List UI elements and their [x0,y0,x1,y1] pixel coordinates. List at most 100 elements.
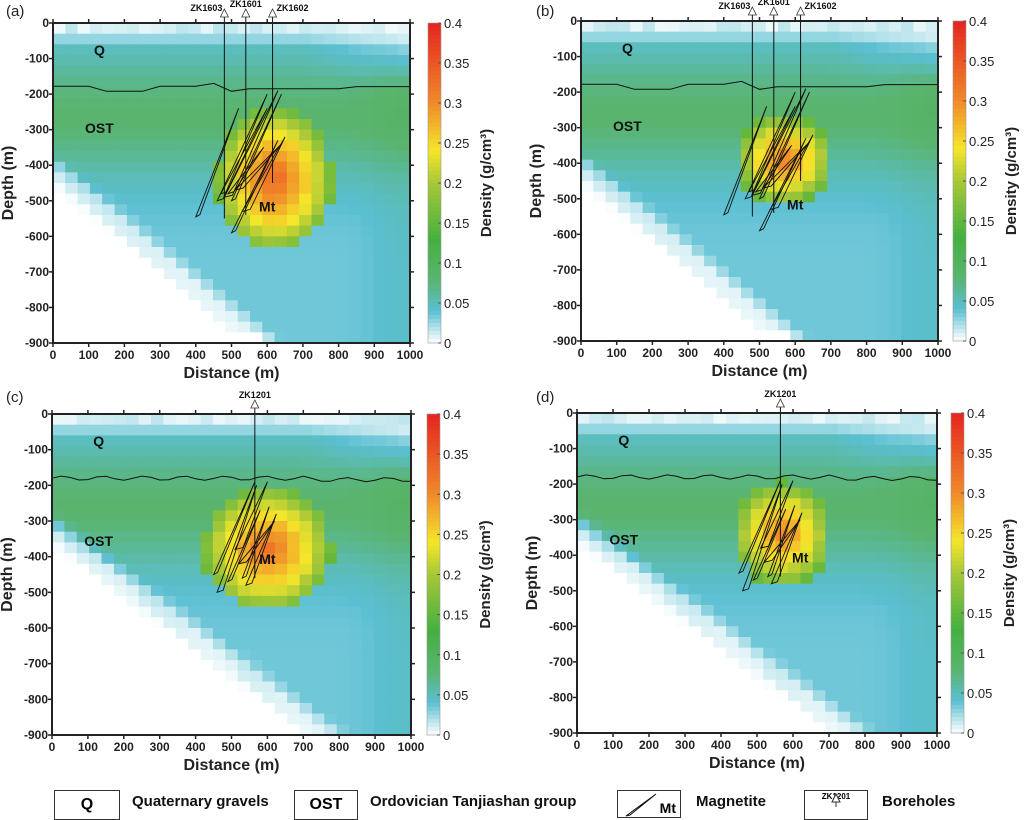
density-cell [163,268,177,280]
density-cell [225,660,239,672]
density-cell [679,181,693,193]
x-tick-label: 900 [891,738,911,752]
density-cell [175,574,189,586]
colorbar-segment [427,422,440,427]
density-cell [323,87,337,99]
density-cell [676,626,690,638]
density-cell [667,255,681,267]
density-cell [397,33,411,45]
density-cell [912,509,926,521]
density-cell [593,85,607,97]
density-cell [262,321,276,333]
density-cell [642,298,656,310]
density-cell [750,669,764,681]
density-cell [65,321,79,333]
density-cell [237,467,251,479]
density-cell [89,300,103,312]
colorbar-segment [953,273,966,278]
density-cell [888,191,902,203]
density-cell [76,488,90,501]
density-cell [323,193,337,205]
colorbar-segment [951,481,964,486]
colorbar-segment [427,698,440,704]
density-cell [581,159,594,171]
colorbar-segment [953,333,966,338]
density-cell [212,563,226,576]
y-tick-label: -600 [25,229,49,243]
density-cell [753,149,767,161]
density-cell [614,562,628,574]
density-cell [577,487,590,499]
density-cell [704,245,717,257]
x-tick-label: 700 [821,346,841,360]
density-cell [839,106,853,118]
density-cell [726,423,739,435]
density-cell [676,413,690,425]
density-cell [750,637,764,649]
density-cell [361,553,375,565]
density-cell [688,551,702,563]
colorbar-tick-label: 0.3 [444,96,462,111]
density-cell [726,605,739,617]
density-cell [77,236,91,248]
density-cell [778,287,791,299]
magnetite-lens [747,106,796,193]
density-cell [286,44,300,56]
density-cell [213,44,226,56]
density-cell [778,106,791,118]
density-cell [864,298,877,310]
density-cell [397,311,411,323]
density-cell [851,298,865,310]
density-cell [814,309,828,321]
colorbar-segment [953,145,966,150]
colorbar-segment [951,425,964,430]
density-cell [605,117,619,129]
density-cell [862,562,876,574]
density-cell [311,311,325,323]
density-cell [750,477,764,489]
density-cell [837,551,851,563]
density-cell [802,202,816,214]
density-cell [213,215,226,227]
density-cell [262,87,276,99]
density-cell [373,510,387,522]
density-cell [101,553,115,565]
density-cell [642,85,656,97]
density-cell [213,119,226,131]
density-cell [713,583,727,595]
density-cell [577,455,590,467]
colorbar-label: Density (g/cm³) [477,520,494,628]
density-cell [53,129,66,141]
density-cell [262,33,276,45]
density-cell [126,225,140,237]
density-cell [287,467,301,479]
colorbar-segment [953,209,966,214]
density-cell [336,193,349,205]
density-cell [299,215,313,227]
density-cell [925,234,939,246]
y-tick-label: -900 [24,728,48,742]
colorbar-segment [428,287,441,292]
magnetite-orebodies [194,90,286,234]
density-cell [925,117,939,129]
density-cell [581,53,594,65]
borehole-label: ZK1602 [277,3,309,13]
colorbar-segment [951,433,964,438]
density-cell [617,127,631,139]
density-cell [741,309,754,321]
density-cell [701,605,715,617]
density-cell [667,213,681,225]
density-cell [397,183,411,195]
density-cell [212,467,226,479]
density-cell [887,487,901,499]
density-cell [237,542,251,554]
density-cell [262,257,276,269]
density-cell [763,455,777,467]
density-cell [704,42,717,54]
density-cell [52,553,65,565]
colorbar-segment [428,63,441,68]
density-cell [274,44,288,56]
density-cell [738,711,752,723]
density-cell [790,95,804,107]
density-cell [250,225,263,237]
